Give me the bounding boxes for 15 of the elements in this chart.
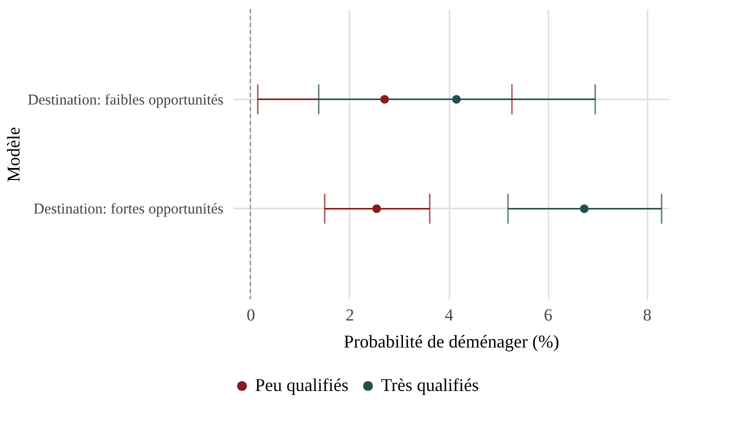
legend-label: Peu qualifiés (255, 375, 348, 395)
x-tick-label: 8 (642, 306, 652, 324)
x-axis-title: Probabilité de déménager (%) (344, 332, 560, 352)
x-tick-label: 0 (246, 306, 256, 324)
point (580, 204, 589, 214)
legend-label: Très qualifiés (381, 375, 479, 395)
y-tick-label: Destination: faibles opportunités (28, 92, 224, 108)
point (380, 94, 389, 104)
point (372, 204, 382, 214)
x-tick-label: 6 (544, 306, 552, 324)
point (452, 94, 461, 104)
x-tick-label: 2 (346, 306, 354, 324)
y-tick-label: Destination: fortes opportunités (34, 202, 224, 218)
y-axis-title: Modèle (4, 126, 24, 182)
x-tick-label: 4 (444, 306, 454, 324)
